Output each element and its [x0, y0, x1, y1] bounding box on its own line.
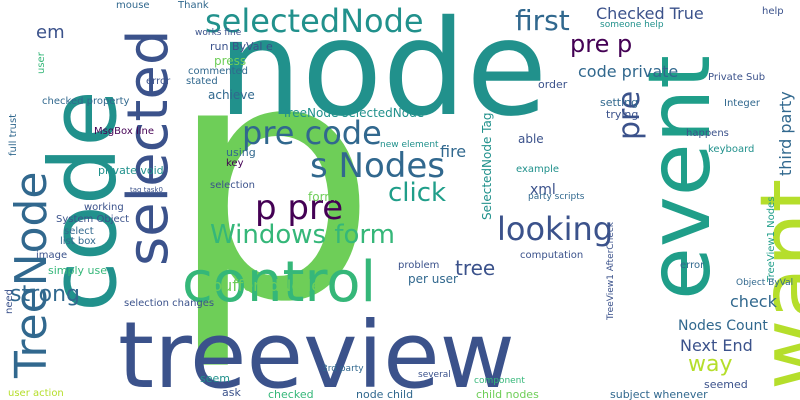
word-tag-task0: tag task0 — [130, 186, 163, 194]
word-looking: looking — [497, 210, 614, 248]
word-selected: selected — [116, 29, 181, 266]
word-bufferedNode: bufferedNode — [212, 276, 322, 295]
word-TreeView1-Nodes: TreeView1 Nodes — [766, 196, 777, 282]
word-help: help — [762, 6, 784, 17]
word-component: component — [474, 376, 525, 386]
word-p-pre: p pre — [255, 188, 344, 228]
word-way: way — [688, 352, 733, 377]
word-simply-use: simply use — [48, 264, 108, 277]
word-press: press — [214, 54, 247, 68]
word-Next-End: Next End — [680, 336, 753, 355]
word-keyboard: keyboard — [708, 144, 755, 155]
word-Private-Sub: Private Sub — [708, 72, 766, 83]
word-Windows-form: Windows form — [210, 220, 395, 250]
word-pre-code: pre code — [242, 114, 382, 152]
word-strong: strong — [10, 282, 81, 307]
word-computation: computation — [520, 250, 584, 261]
word-third-party: third party — [776, 91, 795, 176]
word-node: node — [218, 0, 548, 146]
word-seemed: seemed — [704, 378, 748, 391]
word-example: example — [516, 164, 560, 175]
word-works-fine: works fine — [195, 28, 242, 38]
word-Checked-True: Checked True — [596, 4, 704, 23]
word-stated: stated — [186, 76, 218, 87]
word-xml: xml — [530, 182, 556, 198]
word-per-user: per user — [408, 272, 458, 286]
word-selectedNode: selectedNode — [205, 2, 424, 40]
word-happens: happens — [686, 128, 729, 139]
word-select: select — [64, 226, 94, 237]
word-Integer: Integer — [724, 98, 760, 109]
word-key: key — [226, 158, 244, 169]
word-pre-p: pre p — [570, 30, 633, 58]
word-SelectedNode-Tag: SelectedNode Tag — [480, 112, 494, 220]
word-problem: problem — [398, 260, 440, 271]
word-user: user — [36, 52, 47, 74]
word-Nodes-Count: Nodes Count — [678, 318, 768, 334]
word-form: form — [308, 190, 336, 204]
word-party-scripts: party scripts — [528, 192, 585, 202]
word-run-ByVal-e: run ByVal e — [210, 40, 273, 53]
word-Thank: Thank — [178, 0, 209, 11]
word-selection: selection — [210, 180, 255, 191]
word-able: able — [518, 132, 544, 146]
word-full-trust: full trust — [8, 113, 19, 156]
word-TreeView1-AfterCheck: TreeView1 AfterCheck — [606, 222, 616, 320]
word-commented: commented — [188, 66, 249, 77]
word-s-Nodes: s Nodes — [310, 146, 445, 186]
word-using: using — [226, 146, 256, 159]
word-selection-changes: selection changes — [124, 298, 215, 309]
word-error-2: error — [680, 260, 705, 271]
word-image: image — [36, 250, 68, 261]
word-first: first — [515, 4, 570, 37]
word-p: p — [168, 0, 378, 374]
word-someone-help: someone help — [600, 20, 664, 30]
word-list-box: list box — [60, 236, 96, 247]
word-working: working — [84, 202, 124, 213]
word-ask: ask — [222, 386, 241, 399]
word-tree: tree — [455, 256, 496, 280]
word-subject-whenever: subject whenever — [610, 388, 708, 400]
word-trying: trying — [606, 108, 639, 121]
word-Object-ByVal: Object ByVal — [736, 278, 794, 288]
word-achieve: achieve — [208, 88, 255, 102]
word-checked-property: checked property — [42, 96, 130, 107]
word-private-void: private void — [98, 164, 164, 177]
word-checked: checked — [268, 388, 314, 400]
word-node-child: node child — [356, 388, 414, 400]
word-click: click — [388, 178, 447, 208]
word-3rd-party: 3rd party — [322, 364, 364, 374]
word-need: need — [4, 289, 15, 314]
word-MsgBox-line: MsgBox line — [94, 126, 154, 137]
word-seem: seem — [200, 372, 230, 385]
word-child-nodes: child nodes — [476, 388, 539, 400]
word-System-Object: System Object — [56, 214, 130, 225]
word-TreeNode-selectedNode: TreeNode selectedNode — [282, 106, 425, 120]
word-check: check — [730, 292, 777, 311]
word-mouse: mouse — [116, 0, 150, 11]
word-error-1: error — [146, 76, 171, 87]
word-treeview: treeview — [118, 302, 515, 400]
word-new-element: new element — [380, 140, 439, 150]
word-control: control — [182, 250, 377, 315]
word-em: em — [36, 22, 65, 43]
word-several: several — [418, 370, 451, 380]
word-code-private: code private — [578, 62, 679, 81]
word-fire: fire — [440, 142, 467, 161]
word-order: order — [538, 78, 568, 91]
word-user-action: user action — [8, 388, 64, 399]
word-setting: setting — [600, 96, 639, 109]
